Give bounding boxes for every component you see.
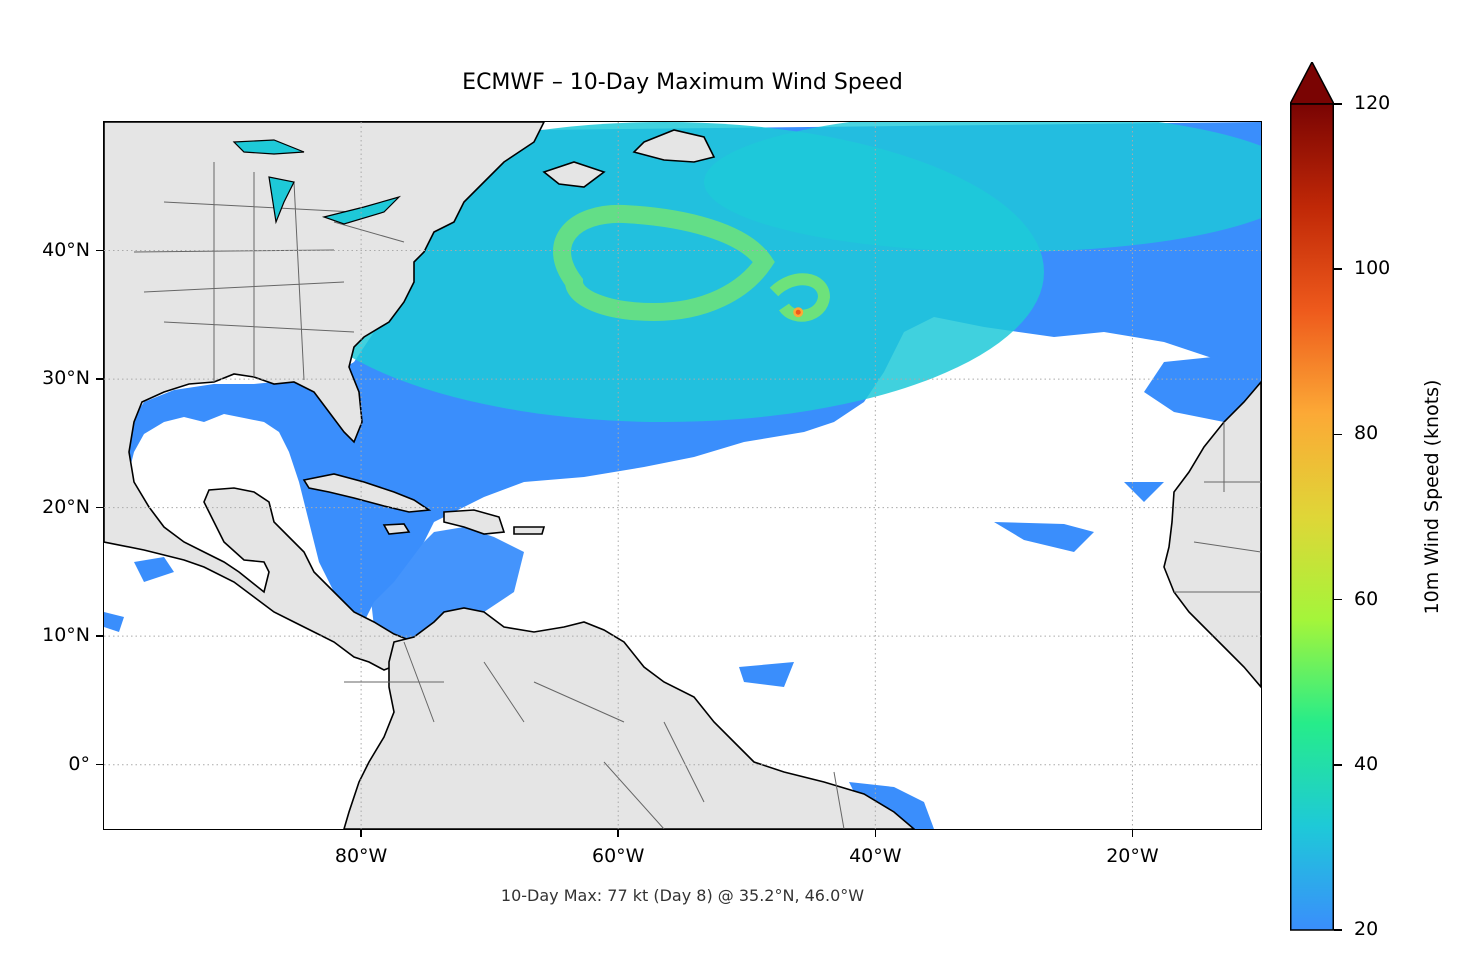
wind-max-core xyxy=(795,309,801,315)
wind-field-patch-1 xyxy=(994,522,1094,552)
colorbar-tick-label: 20 xyxy=(1354,918,1379,940)
map-canvas xyxy=(104,122,1261,829)
great-lakes xyxy=(232,139,402,225)
max-annotation: 10-Day Max: 77 kt (Day 8) @ 35.2°N, 46.0… xyxy=(500,886,865,905)
gridlines xyxy=(104,122,1261,829)
y-tick xyxy=(96,763,103,766)
political-borders xyxy=(133,162,1261,829)
y-tick-label: 40°N xyxy=(42,238,90,261)
y-tick-label: 20°N xyxy=(42,495,90,518)
wind-field-patch-2 xyxy=(739,662,794,687)
colorbar-tick-label: 120 xyxy=(1354,92,1391,114)
colorbar-gradient xyxy=(1290,103,1334,931)
y-tick xyxy=(96,378,103,380)
colorbar-tick-label: 80 xyxy=(1354,422,1379,445)
x-tick xyxy=(874,830,877,837)
x-tick-label: 80°W xyxy=(334,845,388,867)
land-hispaniola xyxy=(443,509,506,535)
colorbar-tick xyxy=(1334,598,1342,601)
x-tick-label: 60°W xyxy=(591,845,645,867)
colorbar-tick xyxy=(1334,433,1342,436)
wind-swirl-west xyxy=(553,204,775,322)
wind-field-patch-5 xyxy=(104,612,124,632)
land-south-america xyxy=(343,607,916,829)
x-tick-label: 20°W xyxy=(1106,845,1159,867)
colorbar-tick-label: 40 xyxy=(1354,752,1379,775)
land-puerto-rico xyxy=(513,526,546,535)
x-tick xyxy=(360,830,362,837)
y-tick-label: 0° xyxy=(68,752,90,775)
land-africa xyxy=(1163,380,1261,689)
wind-field-caribbean xyxy=(369,527,524,642)
y-tick xyxy=(96,635,103,637)
chart-title: ECMWF – 10-Day Maximum Wind Speed xyxy=(462,70,903,95)
x-tick-label: 40°W xyxy=(849,845,902,867)
x-tick xyxy=(1131,830,1134,837)
wind-field-patch-3 xyxy=(1124,482,1164,502)
colorbar-tick xyxy=(1334,268,1342,270)
x-tick xyxy=(617,830,619,837)
y-tick-label: 30°N xyxy=(42,367,90,390)
colorbar-tick xyxy=(1334,764,1342,766)
map-area[interactable] xyxy=(104,122,1261,829)
y-tick xyxy=(96,506,103,509)
land-newfoundland xyxy=(632,129,716,163)
colorbar-tick xyxy=(1334,929,1342,931)
colorbar xyxy=(1288,60,1336,931)
wind-cores xyxy=(224,122,1261,422)
wind-core-north xyxy=(704,122,1261,252)
colorbar-label: 10m Wind Speed (knots) xyxy=(1421,379,1443,615)
colorbar-extend-arrow xyxy=(1288,60,1336,105)
wind-field-east xyxy=(1144,352,1261,422)
colorbar-tick xyxy=(1334,103,1342,105)
land-nova-scotia xyxy=(542,161,606,188)
y-tick xyxy=(96,249,103,252)
land-cuba xyxy=(302,473,432,513)
wind-field-patch-4 xyxy=(134,557,174,582)
y-tick-label: 10°N xyxy=(42,624,90,647)
colorbar-tick-label: 100 xyxy=(1354,257,1391,280)
land-jamaica xyxy=(382,523,411,535)
wind-field-patch-6 xyxy=(849,782,934,829)
colorbar-tick-label: 60 xyxy=(1354,587,1379,610)
